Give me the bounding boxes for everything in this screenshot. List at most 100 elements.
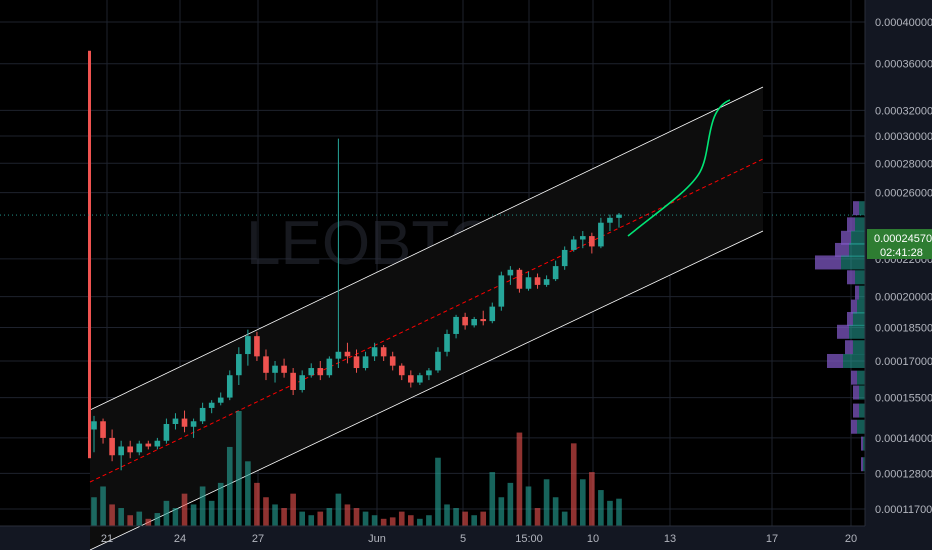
candle[interactable] — [389, 351, 396, 371]
candle[interactable] — [398, 363, 405, 381]
candle[interactable] — [353, 349, 360, 373]
candle[interactable] — [91, 415, 97, 453]
time-tick-label: 24 — [174, 533, 186, 545]
candle[interactable] — [543, 275, 550, 287]
candle[interactable] — [471, 316, 477, 328]
candle[interactable] — [417, 372, 423, 386]
candle[interactable] — [534, 273, 541, 289]
time-tick-label: 5 — [460, 533, 466, 545]
candle[interactable] — [371, 342, 378, 361]
candle-body — [109, 437, 115, 456]
projection-curve[interactable] — [627, 99, 731, 237]
candle[interactable] — [570, 236, 577, 252]
price-tick-label: 0.00026000 — [875, 188, 932, 200]
candle[interactable] — [208, 400, 215, 414]
volume-bar — [398, 511, 405, 526]
volume-bar — [616, 498, 622, 526]
candle-body — [589, 236, 595, 247]
candle-body — [208, 402, 215, 408]
candle[interactable] — [435, 347, 441, 373]
candle[interactable] — [616, 212, 622, 228]
profile-up — [857, 419, 865, 434]
channel-upper-line[interactable] — [89, 86, 764, 411]
candle[interactable] — [444, 329, 450, 357]
candle[interactable] — [199, 402, 206, 424]
candle[interactable] — [380, 344, 387, 361]
candle-body — [163, 423, 170, 441]
candle[interactable] — [589, 232, 595, 254]
candle[interactable] — [507, 266, 514, 285]
candle[interactable] — [516, 267, 523, 293]
candle-body — [389, 356, 396, 366]
candle[interactable] — [480, 310, 487, 326]
candle[interactable] — [263, 349, 269, 381]
candle[interactable] — [109, 429, 115, 462]
candle-body — [317, 368, 324, 376]
candle[interactable] — [163, 418, 170, 444]
time-axis[interactable]: 21 24 27 Jun 5 15:00 10 13 17 20 — [0, 525, 865, 545]
candle[interactable] — [281, 358, 287, 378]
candle[interactable] — [181, 410, 188, 433]
price-tick-label: 0.00018500 — [875, 322, 932, 334]
candle-spike[interactable] — [88, 50, 91, 459]
last-price-tag: 0.00024570 02:41:28 — [867, 229, 932, 259]
candle[interactable] — [136, 440, 143, 456]
candle[interactable] — [561, 246, 568, 270]
candle[interactable] — [245, 329, 251, 366]
candle[interactable] — [154, 437, 161, 450]
candle[interactable] — [552, 260, 559, 282]
candle[interactable] — [127, 440, 134, 459]
candle-body — [236, 354, 242, 376]
candle[interactable] — [525, 271, 532, 291]
price-tick-label: 0.00036000 — [875, 59, 932, 71]
candle-body — [444, 333, 450, 352]
candle-body — [226, 375, 233, 398]
volume-bar — [598, 490, 604, 526]
candle-body — [380, 347, 387, 357]
candle[interactable] — [118, 440, 124, 471]
volume-bar — [498, 497, 505, 526]
candle[interactable] — [308, 363, 315, 378]
candle[interactable] — [462, 312, 468, 330]
time-tick-label: 10 — [587, 533, 599, 545]
profile-down — [851, 419, 857, 434]
profile-down — [847, 217, 855, 232]
candle[interactable] — [498, 271, 505, 311]
candle[interactable] — [362, 351, 369, 371]
last-price-value: 0.00024570 — [874, 233, 932, 245]
candle[interactable] — [226, 370, 233, 401]
candle[interactable] — [172, 413, 179, 430]
candle[interactable] — [326, 356, 333, 378]
candle[interactable] — [598, 217, 604, 249]
candle[interactable] — [299, 370, 305, 393]
candle[interactable] — [145, 440, 152, 450]
profile-down — [827, 353, 843, 368]
candle[interactable] — [426, 368, 432, 381]
candle[interactable] — [100, 418, 106, 444]
profile-up — [859, 403, 865, 418]
candle[interactable] — [335, 138, 342, 369]
candle[interactable] — [317, 360, 324, 381]
volume-bar — [480, 511, 487, 526]
candle[interactable] — [254, 331, 260, 361]
channel-median-line[interactable] — [89, 158, 764, 483]
projection-path[interactable] — [627, 99, 731, 237]
candle[interactable] — [190, 418, 197, 438]
candle[interactable] — [290, 368, 296, 396]
candle-body — [453, 316, 459, 334]
candle[interactable] — [489, 302, 496, 324]
candle[interactable] — [579, 231, 586, 249]
volume-bar — [435, 457, 441, 526]
candle[interactable] — [408, 370, 414, 388]
price-tick-label: 0.00032000 — [875, 105, 932, 117]
candle[interactable] — [344, 342, 351, 364]
candle[interactable] — [272, 360, 278, 383]
candle[interactable] — [217, 392, 224, 406]
candle[interactable] — [607, 214, 613, 232]
price-tick-label: 0.00040000 — [875, 17, 932, 29]
candle[interactable] — [236, 347, 242, 386]
last-price-countdown: 02:41:28 — [880, 247, 923, 259]
candles[interactable] — [0, 50, 865, 471]
candle[interactable] — [453, 314, 459, 339]
